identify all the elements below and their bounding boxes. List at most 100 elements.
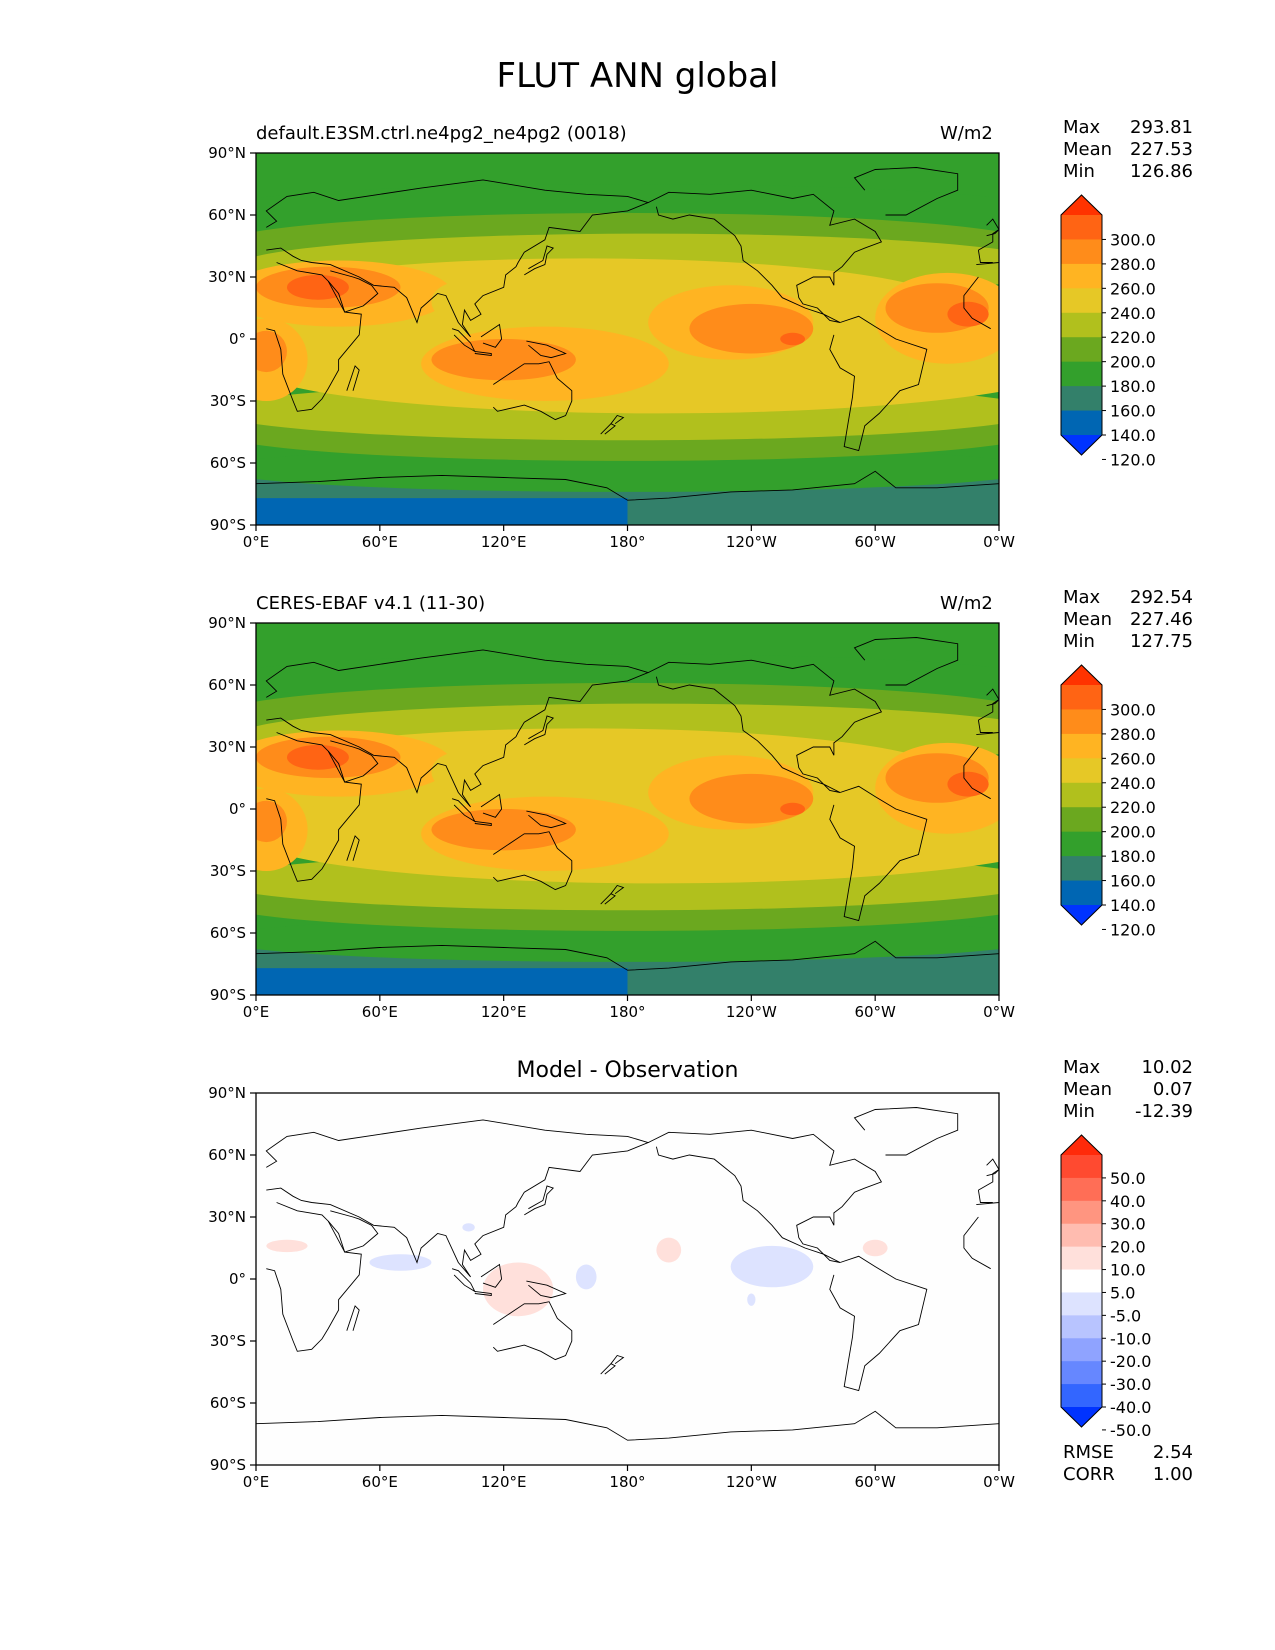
colorbar-diff: 50.0 40.0 30.0 20.0 10.0 5.0 -5.0 -10.0 -20.0 -30… bbox=[1060, 1134, 1151, 1440]
panel-diff-center-title: Model - Observation bbox=[516, 1058, 739, 1083]
contour-region bbox=[648, 755, 814, 830]
contour-region bbox=[483, 1262, 554, 1317]
lat-tick-label: 60°N bbox=[208, 1146, 246, 1164]
contour-region bbox=[256, 382, 999, 441]
contour-region bbox=[431, 809, 576, 851]
contour-region bbox=[256, 730, 453, 797]
coastline bbox=[524, 245, 555, 276]
stat-label: Max bbox=[1063, 587, 1101, 608]
field-band bbox=[256, 153, 999, 525]
colorbar-label: 160.0 bbox=[1110, 872, 1156, 891]
contour-region bbox=[431, 751, 494, 793]
map-obs: 90°N 60°N 30°N 0° 30°S 60°S 90°S0°E 60°E 120°E 18… bbox=[208, 614, 1015, 1021]
field-band bbox=[256, 937, 999, 995]
contour-region bbox=[256, 788, 308, 871]
stat-value: 10.02 bbox=[1141, 1057, 1193, 1078]
coastline bbox=[346, 1305, 360, 1331]
coastline bbox=[256, 470, 999, 501]
panel-model-stats: Max 293.81 Mean 227.53 Min 126.86 bbox=[1063, 117, 1193, 183]
colorbar-band bbox=[1061, 856, 1102, 882]
panel-model-units: W/m2 bbox=[940, 123, 993, 144]
coastline bbox=[474, 1290, 492, 1297]
colorbar-band bbox=[1061, 782, 1102, 808]
colorbar-label: 180.0 bbox=[1110, 377, 1156, 396]
stat-label: Max bbox=[1063, 117, 1101, 138]
colorbar-outline bbox=[1060, 194, 1103, 456]
colorbar-label: 300.0 bbox=[1110, 230, 1156, 249]
coastline bbox=[346, 365, 360, 391]
colorbar-label: -20.0 bbox=[1110, 1352, 1151, 1371]
colorbar-band bbox=[1061, 312, 1102, 338]
lon-tick-label: 0°E bbox=[243, 1003, 270, 1021]
map-field bbox=[256, 153, 999, 525]
colorbar-label: 50.0 bbox=[1110, 1169, 1146, 1188]
contour-region bbox=[780, 802, 805, 816]
contour-region bbox=[286, 274, 349, 300]
lon-tick-label: 60°E bbox=[362, 1473, 398, 1491]
colorbar-band bbox=[1061, 1155, 1102, 1179]
contour-region bbox=[256, 916, 999, 962]
coastline bbox=[451, 1268, 476, 1293]
colorbar-label: -10.0 bbox=[1110, 1329, 1151, 1348]
colorbar-obs: 300.0 280.0 260.0 240.0 220.0 200.0 180.0 160.0… bbox=[1060, 664, 1156, 939]
lon-tick-label: 0°E bbox=[243, 533, 270, 551]
coastline bbox=[474, 820, 492, 827]
colorbar-band bbox=[1061, 1361, 1102, 1385]
colorbar-band bbox=[1061, 733, 1102, 759]
colorbar-extend-min bbox=[1061, 905, 1102, 925]
colorbar-label: 140.0 bbox=[1110, 896, 1156, 915]
lat-tick-label: 90°S bbox=[210, 986, 246, 1004]
stat-label: Mean bbox=[1063, 1079, 1113, 1100]
coastline bbox=[327, 1210, 379, 1253]
lat-tick-label: 90°N bbox=[208, 614, 246, 632]
stat-row-max: Max 293.81 bbox=[1063, 117, 1193, 139]
panel-diff-extra-stats: RMSE 2.54 CORR 1.00 bbox=[1063, 1442, 1193, 1486]
coastline bbox=[256, 1410, 999, 1441]
lon-tick-label: 120°E bbox=[481, 533, 527, 551]
colorbar-band bbox=[1061, 880, 1102, 906]
contour-region bbox=[885, 283, 989, 333]
coastline bbox=[526, 810, 567, 829]
coastline bbox=[829, 785, 928, 922]
stat-value: 2.54 bbox=[1152, 1442, 1193, 1463]
coastline bbox=[265, 179, 999, 338]
colorbar-label: -50.0 bbox=[1110, 1421, 1151, 1440]
colorbar-extend-max bbox=[1061, 665, 1102, 685]
colorbar-band bbox=[1061, 1177, 1102, 1202]
lon-tick-label: 0°W bbox=[983, 533, 1015, 551]
colorbar-label: 200.0 bbox=[1110, 353, 1156, 372]
lon-tick-label: 60°E bbox=[362, 533, 398, 551]
coastline bbox=[451, 798, 476, 823]
lat-tick-label: 60°S bbox=[210, 1394, 246, 1412]
lat-tick-label: 30°N bbox=[208, 738, 246, 756]
colorbar-band bbox=[1061, 1223, 1102, 1248]
contour-region bbox=[256, 852, 999, 911]
lat-tick-label: 0° bbox=[229, 330, 246, 348]
colorbar-label: 280.0 bbox=[1110, 725, 1156, 744]
lat-tick-label: 60°N bbox=[208, 206, 246, 224]
stat-label: Max bbox=[1063, 1057, 1101, 1078]
coastline bbox=[986, 1158, 999, 1177]
coastline bbox=[492, 361, 573, 421]
contour-region bbox=[256, 403, 999, 461]
coastline bbox=[480, 323, 503, 348]
stat-value: 126.86 bbox=[1130, 161, 1193, 182]
colorbar-label: 240.0 bbox=[1110, 774, 1156, 793]
panel-obs-units: W/m2 bbox=[940, 593, 993, 614]
coastlines bbox=[256, 1107, 999, 1441]
field-band bbox=[256, 623, 999, 995]
contour-region bbox=[266, 1239, 308, 1253]
contour-region bbox=[780, 332, 805, 346]
colorbar-band bbox=[1061, 685, 1102, 710]
lat-tick-label: 0° bbox=[229, 1270, 246, 1288]
colorbar-extend-max bbox=[1061, 195, 1102, 215]
colorbar-label: 40.0 bbox=[1110, 1192, 1146, 1211]
colorbar-model: 300.0 280.0 260.0 240.0 220.0 200.0 180.0 160.0… bbox=[1060, 194, 1156, 469]
colorbar-band bbox=[1061, 758, 1102, 784]
colorbar-band bbox=[1061, 709, 1102, 735]
coastlines bbox=[256, 637, 999, 971]
colorbar-band bbox=[1061, 361, 1102, 387]
contour-region bbox=[369, 1254, 432, 1271]
contour-region bbox=[862, 1239, 888, 1257]
contour-region bbox=[431, 281, 494, 323]
